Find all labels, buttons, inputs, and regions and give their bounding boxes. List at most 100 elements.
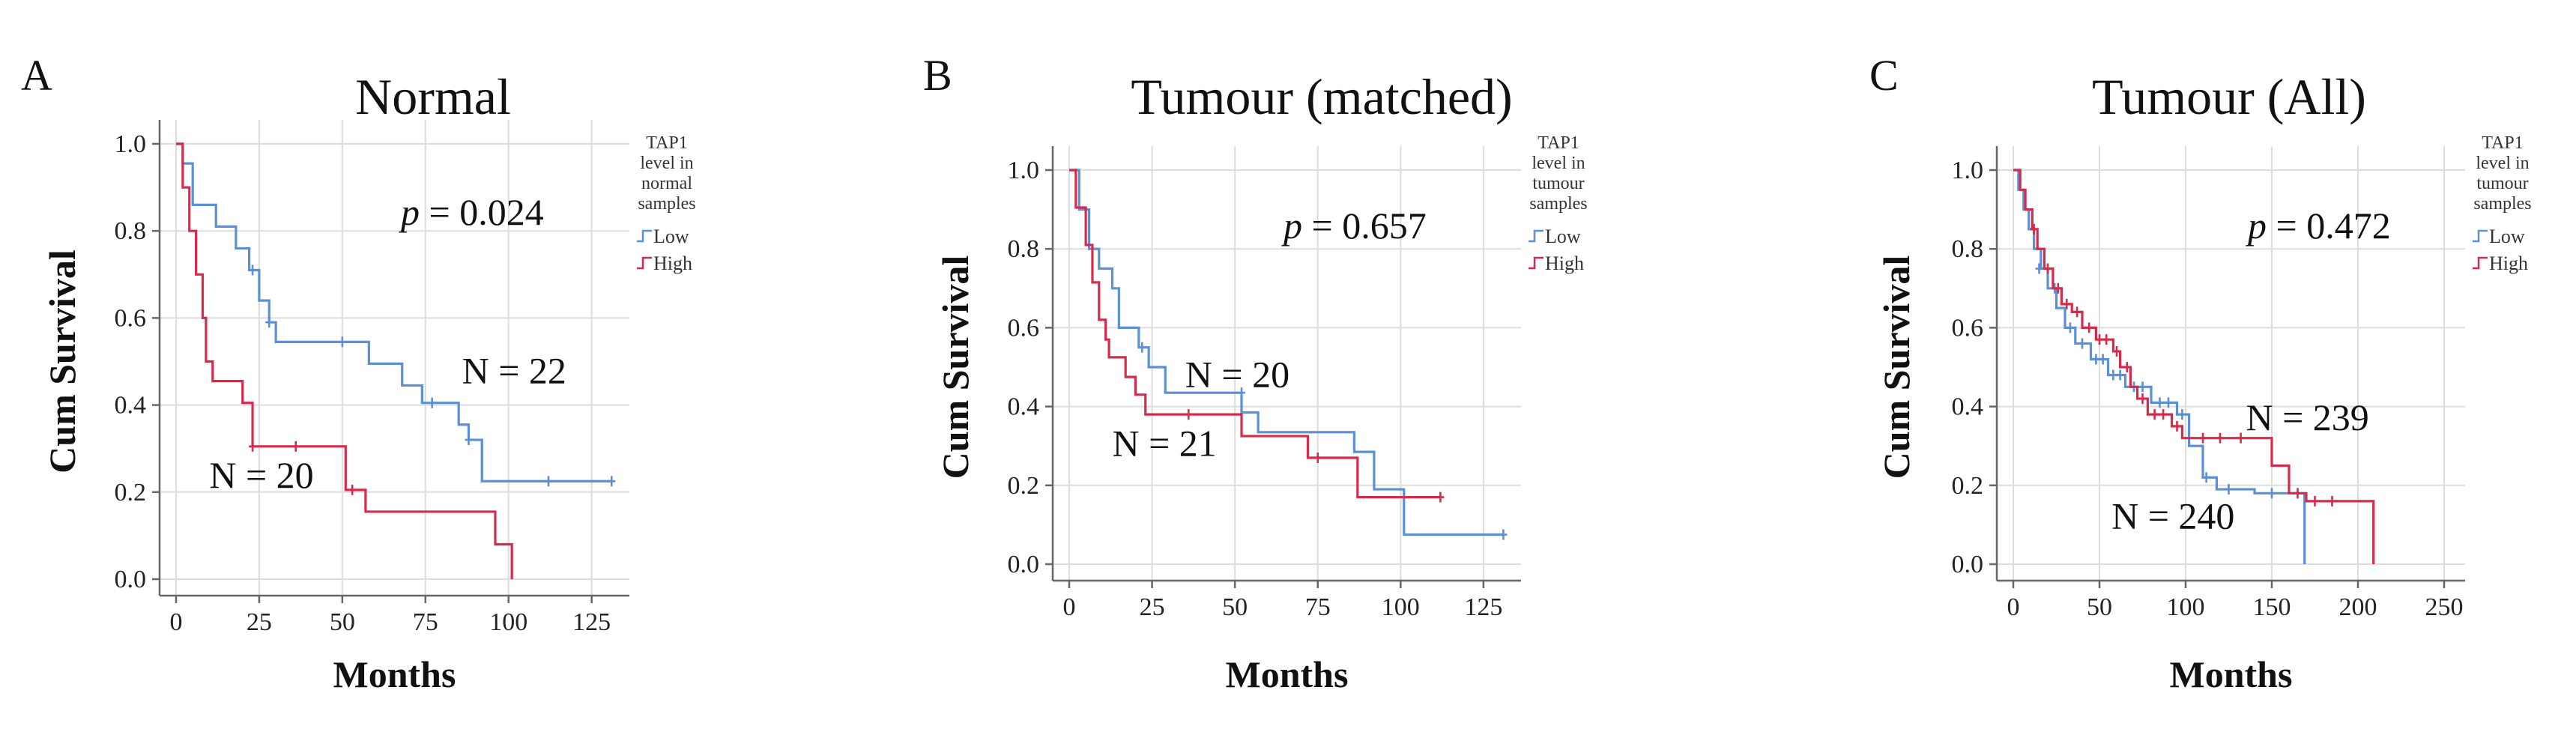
x-tick-label: 75	[413, 608, 438, 636]
y-tick-label: 0.6	[115, 304, 147, 332]
x-tick-label: 125	[572, 608, 611, 636]
p-value-label: p = 0.657	[1281, 205, 1427, 246]
x-tick-label: 0	[170, 608, 183, 636]
legend-title-line: TAP1	[646, 133, 687, 153]
p-value-number: = 0.024	[420, 191, 544, 233]
sample-size-label: N = 20	[209, 454, 313, 496]
p-value-number: = 0.472	[2267, 205, 2391, 246]
sample-size-label: N = 22	[462, 350, 566, 392]
x-tick-label: 0	[1063, 593, 1076, 621]
series-low	[1069, 169, 1508, 540]
x-tick-label: 50	[330, 608, 355, 636]
y-tick-label: 0.2	[1952, 472, 1984, 500]
x-axis-title: Months	[2170, 653, 2293, 695]
legend-swatch-low	[1529, 229, 1544, 243]
legend-title-line: level in	[2476, 154, 2529, 173]
legend-title-line: level in	[1532, 154, 1585, 173]
x-tick-label: 100	[489, 608, 527, 636]
x-tick-label: 150	[2253, 593, 2291, 621]
legend-swatch-high	[1529, 256, 1544, 270]
survival-curve-low	[1069, 169, 1504, 536]
p-value-label: p = 0.472	[2246, 205, 2391, 246]
p-value-symbol: p	[1281, 205, 1302, 246]
x-tick-label: 200	[2339, 593, 2377, 621]
legend-title-line: TAP1	[2482, 133, 2523, 153]
x-axis-title: Months	[333, 653, 456, 695]
survival-curve-high	[1069, 169, 1441, 499]
legend-swatch-low	[637, 229, 652, 243]
sample-size-label: N = 240	[2111, 495, 2234, 537]
y-tick-label: 0.0	[1952, 551, 1984, 578]
panel-a: 0.0 0.2 0.4 0.6 0.8 1.0 0 25 50 75 100 125 A Normal Mo…	[21, 51, 696, 695]
panel-letter: A	[21, 51, 52, 100]
y-tick-label: 1.0	[115, 130, 147, 158]
x-tick-label: 0	[2007, 593, 2020, 621]
x-tick-label: 100	[2167, 593, 2205, 621]
series-high	[2013, 169, 2375, 564]
legend-entry-low: Low	[653, 226, 689, 247]
legend-title-line: tumour	[2476, 174, 2528, 193]
legend-title-line: samples	[638, 194, 695, 214]
y-tick-label: 1.0	[1008, 157, 1040, 184]
y-axis-title: Cum Survival	[41, 249, 83, 474]
legend-title-line: tumour	[1532, 174, 1584, 193]
p-value-symbol: p	[2246, 205, 2267, 246]
p-value-symbol: p	[399, 191, 420, 233]
y-tick-label: 0.8	[115, 217, 147, 245]
x-tick-label: 100	[1382, 593, 1420, 621]
survival-curve-high	[2013, 169, 2375, 564]
legend-entry-high: High	[2489, 252, 2528, 274]
legend-title-line: TAP1	[1538, 133, 1579, 153]
p-value-number: = 0.657	[1302, 205, 1427, 246]
series-high	[176, 142, 513, 579]
legend-swatch-low	[2473, 229, 2488, 243]
panel-title: Normal	[355, 68, 511, 125]
y-tick-label: 0.2	[1008, 472, 1040, 500]
y-tick-label: 0.0	[115, 566, 147, 593]
sample-size-label: N = 21	[1113, 422, 1217, 464]
x-tick-label: 75	[1305, 593, 1331, 621]
series-high	[1069, 169, 1445, 503]
series-low	[176, 142, 616, 487]
y-tick-label: 0.4	[115, 392, 147, 420]
y-tick-label: 0.6	[1952, 314, 1984, 342]
panel-title: Tumour (All)	[2092, 68, 2366, 125]
survival-curve-high	[176, 142, 513, 579]
panel-b: 0.0 0.2 0.4 0.6 0.8 1.0 0 25 50 75 100 125 B Tumour (…	[923, 51, 1588, 695]
panel-c: 0.0 0.2 0.4 0.6 0.8 1.0 0 50 100 150 200 250 C Tumour…	[1869, 51, 2532, 695]
y-tick-label: 0.0	[1008, 551, 1040, 578]
legend-title-line: normal	[641, 174, 692, 193]
y-tick-label: 0.2	[115, 479, 147, 506]
y-tick-label: 0.6	[1008, 314, 1040, 342]
sample-size-label: N = 239	[2246, 396, 2369, 438]
legend-title-line: samples	[2473, 194, 2531, 214]
panel-letter: C	[1869, 51, 1899, 100]
y-axis-title: Cum Survival	[934, 255, 976, 480]
panel-letter: B	[923, 51, 952, 100]
y-tick-label: 0.8	[1952, 235, 1984, 263]
legend-swatch-high	[2473, 256, 2488, 270]
legend-entry-high: High	[653, 252, 692, 274]
legend-entry-low: Low	[1545, 226, 1581, 247]
p-value-label: p = 0.024	[399, 191, 544, 233]
sample-size-label: N = 20	[1185, 353, 1289, 395]
legend-swatch-high	[637, 256, 652, 270]
legend-title-line: level in	[640, 154, 693, 173]
x-tick-label: 125	[1464, 593, 1502, 621]
x-tick-label: 50	[1222, 593, 1248, 621]
legend-title-line: samples	[1529, 194, 1587, 214]
x-tick-label: 25	[247, 608, 272, 636]
y-tick-label: 0.4	[1952, 393, 1984, 421]
x-tick-label: 250	[2425, 593, 2464, 621]
survival-curve-low	[176, 142, 612, 483]
legend-entry-high: High	[1545, 252, 1584, 274]
legend-entry-low: Low	[2489, 226, 2525, 247]
y-axis-title: Cum Survival	[1875, 255, 1917, 480]
x-tick-label: 50	[2087, 593, 2112, 621]
y-tick-label: 0.8	[1008, 235, 1040, 263]
x-axis-title: Months	[1226, 653, 1349, 695]
